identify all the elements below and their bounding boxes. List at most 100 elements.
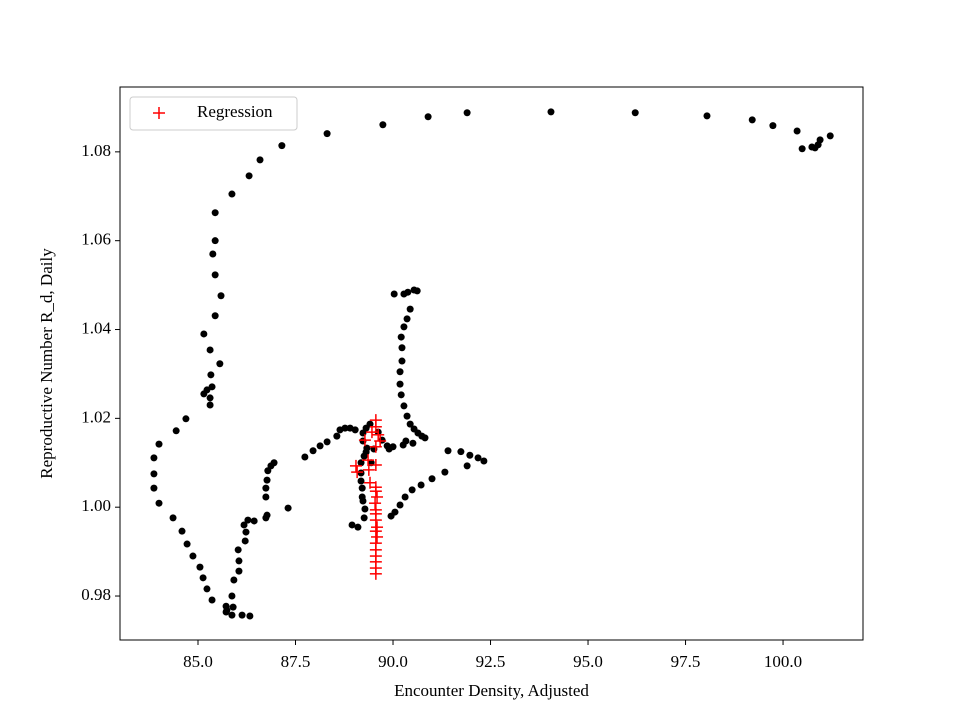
dot [203,585,211,593]
dot [358,484,366,492]
dot [826,132,834,140]
dot [401,493,409,501]
dot [408,486,416,494]
y-tick-label: 0.98 [81,585,111,604]
dot [351,426,359,434]
dot [397,391,405,399]
dot [441,468,449,476]
dot [155,499,163,507]
dot [270,459,278,467]
dot [387,512,395,520]
dot [206,401,214,409]
dot [398,357,406,365]
dot [216,360,224,368]
dot [359,497,367,505]
dot [211,209,219,217]
dot [263,476,271,484]
x-tick-label: 95.0 [573,652,603,671]
dot [631,109,639,117]
y-tick-label: 1.08 [81,141,111,160]
legend-box [129,96,298,131]
x-tick-label: 97.5 [671,652,701,671]
dot [400,323,408,331]
dot [278,142,286,150]
dot [385,445,393,453]
plus-marker [153,107,165,119]
plus-marker [364,476,377,489]
dot [189,552,197,560]
dot [245,172,253,180]
plus-marker [369,440,382,453]
y-tick-label: 1.02 [81,407,111,426]
dot [211,312,219,320]
dot [235,567,243,575]
x-tick-label: 100.0 [764,652,802,671]
dot [199,574,207,582]
dot [182,415,190,423]
dot [798,145,806,153]
dot [217,292,225,300]
dot [209,250,217,258]
dot [424,113,432,121]
dot [396,380,404,388]
dot [357,469,365,477]
dot [397,333,405,341]
plus-marker [372,428,385,441]
dot [200,330,208,338]
dot [223,606,231,614]
dot [413,287,421,295]
dot [409,439,417,447]
dot [323,438,331,446]
plus-marker [371,490,384,503]
dot [155,440,163,448]
dot [246,612,254,620]
dot [262,493,270,501]
legend-label: Regression [197,102,273,121]
dot [444,447,452,455]
plus-marker [362,463,375,476]
dot [208,383,216,391]
dot [150,484,158,492]
dot [263,511,271,519]
dot [808,143,816,151]
dot [403,412,411,420]
dot [362,448,370,456]
plus-marker [358,434,371,447]
plus-marker [369,497,382,510]
dot [235,557,243,565]
plus-marker [369,458,382,471]
dot [230,576,238,584]
dot [196,563,204,571]
plus-marker [362,454,375,467]
dot [360,514,368,522]
dot [474,454,482,462]
dot [207,371,215,379]
dot [211,271,219,279]
dot [172,427,180,435]
plus-marker [369,525,382,538]
dot [396,368,404,376]
dot [406,305,414,313]
x-axis-label: Encounter Density, Adjusted [394,681,589,700]
dot [703,112,711,120]
dot [244,516,252,524]
dot [547,108,555,116]
y-axis-label: Reproductive Number R_d, Daily [37,248,56,479]
dot [262,484,270,492]
dot [206,394,214,402]
dot [406,420,414,428]
dot [463,462,471,470]
dot [348,521,356,529]
dot [241,537,249,545]
plus-marker [369,514,382,527]
plus-marker [365,426,378,439]
plus-marker [369,485,382,498]
dot [228,190,236,198]
dot [256,156,264,164]
dot [316,442,324,450]
dot [769,122,777,130]
dot [480,457,488,465]
dot [400,402,408,410]
dot [748,116,756,124]
